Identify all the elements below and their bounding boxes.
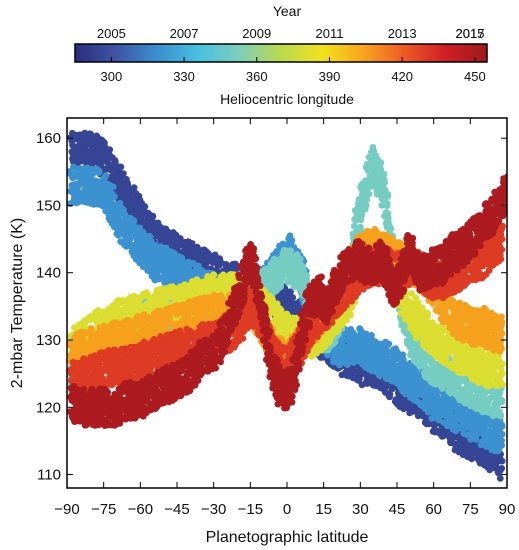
- data-point: [161, 262, 169, 270]
- data-point: [442, 403, 450, 411]
- data-point: [430, 397, 438, 404]
- data-point: [119, 170, 127, 178]
- data-point: [75, 148, 83, 156]
- data-point: [149, 255, 157, 263]
- colorbar-longitude-tick-label: 360: [246, 69, 268, 84]
- data-point: [112, 175, 120, 182]
- data-point: [136, 215, 144, 223]
- data-point: [498, 457, 506, 465]
- data-point: [496, 466, 504, 474]
- data-point: [68, 181, 76, 189]
- data-point: [106, 146, 114, 154]
- data-point: [88, 181, 95, 189]
- data-point: [173, 269, 181, 277]
- data-point: [111, 193, 118, 201]
- data-point: [479, 424, 486, 431]
- data-point: [95, 169, 102, 177]
- colorbar-year-title: Year: [273, 3, 302, 19]
- data-point: [356, 343, 364, 351]
- data-point: [136, 242, 144, 250]
- data-point: [369, 350, 376, 357]
- data-point: [344, 343, 352, 351]
- data-point: [454, 410, 462, 418]
- data-point: [368, 332, 375, 339]
- colorbar-gradient: [74, 43, 488, 63]
- data-point: [100, 155, 108, 162]
- colorbar-year-tick-label: 2017: [456, 26, 485, 41]
- data-point: [117, 163, 125, 171]
- data-point: [283, 303, 291, 310]
- data-point: [289, 294, 297, 301]
- data-point: [466, 417, 474, 425]
- data-point: [141, 203, 149, 210]
- colorbar-longitude-title: Heliocentric longitude: [220, 91, 354, 107]
- data-point: [112, 208, 120, 216]
- colorbar-year-tick-label: 2011: [315, 26, 343, 41]
- data-point: [75, 181, 83, 189]
- colorbar-longitude-tick-label: 420: [391, 69, 413, 84]
- data-point: [68, 148, 76, 156]
- data-point: [124, 229, 132, 236]
- colorbar-year-tick-label: 2009: [242, 26, 271, 41]
- data-point: [124, 195, 132, 203]
- data-point: [393, 363, 401, 371]
- data-point: [343, 359, 351, 367]
- data-point: [120, 209, 127, 217]
- colorbar-longitude-tick-label: 390: [319, 69, 341, 84]
- colorbar-year-tick-label: 2005: [97, 26, 126, 41]
- data-point: [381, 356, 389, 364]
- colorbar-longitude-tick-label: 450: [464, 69, 486, 84]
- colorbar-year-tick-label: 2007: [170, 26, 199, 41]
- colorbar-year-tick-label: 2013: [388, 26, 417, 41]
- data-point: [385, 340, 393, 348]
- data-point: [498, 430, 506, 438]
- data-point: [496, 441, 504, 448]
- data-point: [100, 188, 108, 196]
- colorbar-year-tick-label: 2015: [456, 26, 485, 41]
- data-point: [176, 235, 184, 242]
- data-point: [418, 383, 425, 391]
- data-point: [100, 140, 108, 148]
- data-point: [204, 256, 211, 263]
- data-point: [178, 254, 186, 262]
- data-point: [109, 183, 117, 191]
- scatter-points: [67, 129, 507, 482]
- data-point: [472, 436, 480, 443]
- data-point: [496, 475, 504, 482]
- colorbar-longitude-tick-label: 330: [173, 69, 195, 84]
- data-point: [130, 184, 138, 192]
- data-point: [491, 430, 499, 438]
- data-point: [405, 377, 413, 384]
- colorbar-longitude-ticks: 300 330 360 390 420 450: [101, 57, 486, 84]
- data-point: [88, 148, 95, 156]
- colorbar-longitude-tick-label: 300: [101, 69, 123, 84]
